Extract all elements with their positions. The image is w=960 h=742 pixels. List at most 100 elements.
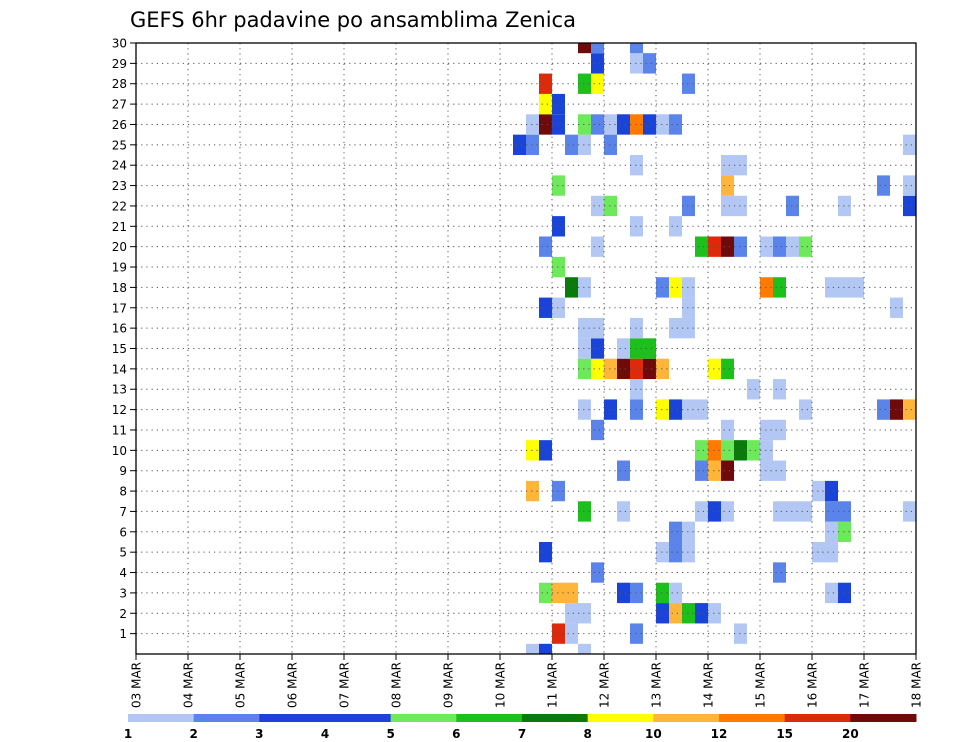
heatmap-cell-18 bbox=[630, 582, 643, 604]
heatmap-cell-73 bbox=[682, 399, 695, 420]
heatmap-cell-32 bbox=[682, 521, 695, 542]
y-tick-label-4: 4 bbox=[119, 566, 127, 580]
heatmap-cell-119 bbox=[708, 236, 721, 257]
colorbar-label-1: 2 bbox=[189, 727, 197, 741]
colorbar-segment-0 bbox=[128, 714, 195, 722]
heatmap-cell-160 bbox=[669, 114, 682, 135]
heatmap-cell-21 bbox=[825, 582, 838, 604]
heatmap-cell-168 bbox=[630, 53, 643, 74]
heatmap-cell-135 bbox=[838, 195, 851, 217]
y-tick-label-30: 30 bbox=[112, 37, 127, 51]
y-tick-label-1: 1 bbox=[119, 627, 127, 641]
heatmap-cell-5 bbox=[630, 623, 643, 644]
heatmap-cell-9 bbox=[656, 603, 669, 624]
heatmap-cell-112 bbox=[825, 277, 838, 298]
heatmap-cell-23 bbox=[591, 562, 604, 583]
y-tick-label-28: 28 bbox=[112, 77, 127, 91]
x-tick-label-9: 12 MAR bbox=[598, 662, 612, 708]
heatmap-cell-146 bbox=[565, 134, 578, 156]
colorbar-segment-11 bbox=[850, 714, 917, 722]
y-tick-label-9: 9 bbox=[119, 464, 127, 478]
heatmap-cell-171 bbox=[591, 43, 604, 54]
heatmap-cell-87 bbox=[643, 358, 656, 380]
heatmap-cell-110 bbox=[760, 277, 773, 298]
heatmap-cell-81 bbox=[773, 379, 786, 400]
heatmap-cell-120 bbox=[721, 236, 734, 257]
heatmap-cell-150 bbox=[526, 114, 539, 135]
x-tick-label-10: 13 MAR bbox=[650, 662, 664, 708]
heatmap-cell-22 bbox=[838, 582, 851, 604]
heatmap-cell-144 bbox=[513, 134, 526, 156]
y-tick-label-29: 29 bbox=[112, 57, 127, 71]
heatmap-cell-95 bbox=[643, 338, 656, 359]
heatmap-cell-155 bbox=[604, 114, 617, 135]
x-tick-label-8: 11 MAR bbox=[546, 662, 560, 708]
heatmap-cell-49 bbox=[825, 480, 838, 502]
x-axis: 03 MAR 04 MAR 05 MAR 06 MAR 07 MAR 08 MAR 09 M… bbox=[130, 654, 924, 708]
y-tick-label-10: 10 bbox=[112, 444, 127, 458]
heatmap-cell-41 bbox=[786, 501, 799, 522]
y-tick-label-22: 22 bbox=[112, 199, 127, 213]
heatmap-cell-26 bbox=[656, 541, 669, 563]
heatmap-cell-103 bbox=[682, 297, 695, 318]
heatmap-cell-127 bbox=[630, 216, 643, 237]
heatmap-cell-163 bbox=[539, 73, 552, 94]
colorbar-label-3: 4 bbox=[321, 727, 329, 741]
chart-title: GEFS 6hr padavine po ansamblima Zenica bbox=[130, 8, 576, 32]
heatmap-cell-78 bbox=[903, 399, 916, 420]
heatmap-cell-153 bbox=[578, 114, 591, 135]
colorbar-label-4: 5 bbox=[386, 727, 394, 741]
heatmap-cell-58 bbox=[695, 440, 708, 461]
colorbar-segment-7 bbox=[587, 714, 654, 722]
x-tick-label-15: 18 MAR bbox=[910, 662, 924, 708]
heatmap-cell-38 bbox=[708, 501, 721, 522]
heatmap-cell-84 bbox=[604, 358, 617, 380]
heatmap-cell-25 bbox=[539, 541, 552, 563]
heatmap-cell-142 bbox=[721, 155, 734, 176]
heatmap-cell-130 bbox=[604, 195, 617, 217]
y-tick-label-13: 13 bbox=[112, 383, 127, 397]
colorbar-label-8: 10 bbox=[645, 727, 662, 741]
heatmap-cell-44 bbox=[838, 501, 851, 522]
heatmap-cell-133 bbox=[734, 195, 747, 217]
x-tick-label-3: 06 MAR bbox=[286, 662, 300, 708]
heatmap-cell-16 bbox=[565, 582, 578, 604]
y-tick-label-14: 14 bbox=[112, 362, 127, 376]
heatmap-cell-17 bbox=[617, 582, 630, 604]
heatmap-cell-51 bbox=[695, 460, 708, 481]
heatmap-cell-3 bbox=[552, 623, 565, 644]
heatmap-cell-57 bbox=[539, 440, 552, 461]
x-tick-label-2: 05 MAR bbox=[234, 662, 248, 708]
heatmap-cell-141 bbox=[630, 155, 643, 176]
heatmap-cell-37 bbox=[695, 501, 708, 522]
heatmap-cell-11 bbox=[682, 603, 695, 624]
heatmap-cell-54 bbox=[760, 460, 773, 481]
heatmap-cell-52 bbox=[708, 460, 721, 481]
heatmap-cell-7 bbox=[565, 603, 578, 624]
heatmap-cell-164 bbox=[578, 73, 591, 94]
heatmap-cell-114 bbox=[851, 277, 864, 298]
x-tick-label-11: 14 MAR bbox=[702, 662, 716, 708]
heatmap-cell-77 bbox=[890, 399, 903, 420]
heatmap-cell-158 bbox=[643, 114, 656, 135]
heatmap-cell-72 bbox=[669, 399, 682, 420]
y-tick-label-21: 21 bbox=[112, 220, 127, 234]
heatmap-cell-83 bbox=[591, 358, 604, 380]
colorbar-segment-1 bbox=[193, 714, 260, 722]
heatmap-cell-68 bbox=[578, 399, 591, 420]
colorbar-label-0: 1 bbox=[124, 727, 132, 741]
heatmap-cell-138 bbox=[721, 175, 734, 196]
heatmap-cell-172 bbox=[630, 43, 643, 54]
y-axis: 1234567891011121314151617181920212223242… bbox=[112, 37, 136, 641]
colorbar-label-6: 7 bbox=[518, 727, 526, 741]
heatmap-cell-106 bbox=[578, 277, 591, 298]
heatmap-cell-86 bbox=[630, 358, 643, 380]
colorbar: 1 2 3 4 5 6 7 8 10 12 15 20 bbox=[124, 714, 917, 741]
x-tick-label-1: 04 MAR bbox=[182, 662, 196, 708]
heatmap-cell-169 bbox=[643, 53, 656, 74]
heatmap-cell-93 bbox=[617, 338, 630, 359]
heatmap-cell-101 bbox=[539, 297, 552, 318]
heatmap-cell-14 bbox=[539, 582, 552, 604]
heatmap-cell-131 bbox=[682, 195, 695, 217]
colorbar-segment-9 bbox=[719, 714, 786, 722]
